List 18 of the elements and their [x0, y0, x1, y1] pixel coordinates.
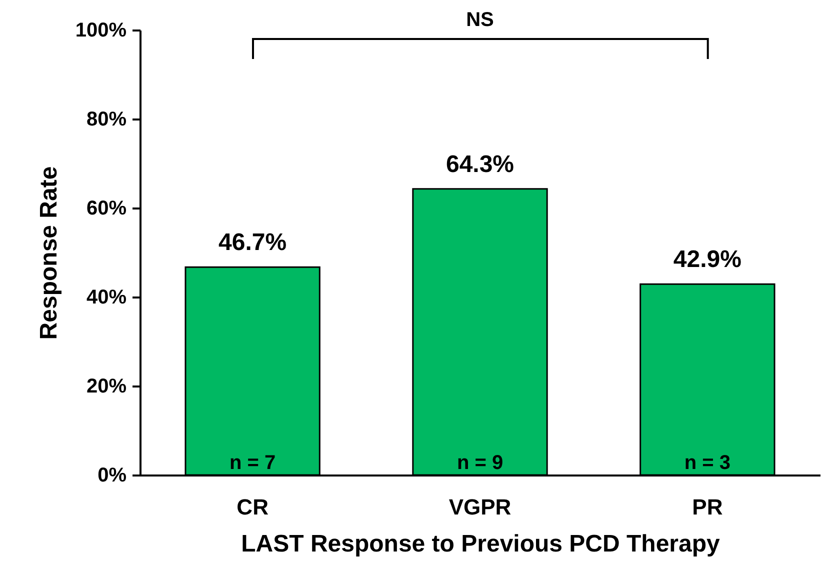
annotation: n = 9	[456, 452, 504, 474]
annotation: NS	[466, 9, 494, 31]
x-tick-label: VGPR	[448, 494, 512, 520]
x-tick-label: PR	[692, 494, 723, 520]
annotation: n = 7	[230, 452, 276, 474]
y-tick-label: 40%	[86, 286, 127, 308]
x-tick-label: CR	[236, 494, 269, 520]
y-tick-label: 20%	[86, 376, 127, 398]
data-label: 46.7%	[218, 229, 287, 256]
y-tick-label: 0%	[98, 464, 127, 486]
y-tick-label: 60%	[86, 198, 127, 220]
data-label: 42.9%	[673, 246, 742, 274]
x-axis-title: LAST Response to Previous PCD Therapy	[241, 530, 721, 558]
data-label: 64.3%	[446, 150, 514, 178]
y-tick-label: 100%	[75, 20, 127, 42]
y-axis-title: Response Rate	[35, 166, 62, 340]
annotation: n = 3	[684, 452, 730, 474]
y-tick-label: 80%	[86, 108, 127, 130]
